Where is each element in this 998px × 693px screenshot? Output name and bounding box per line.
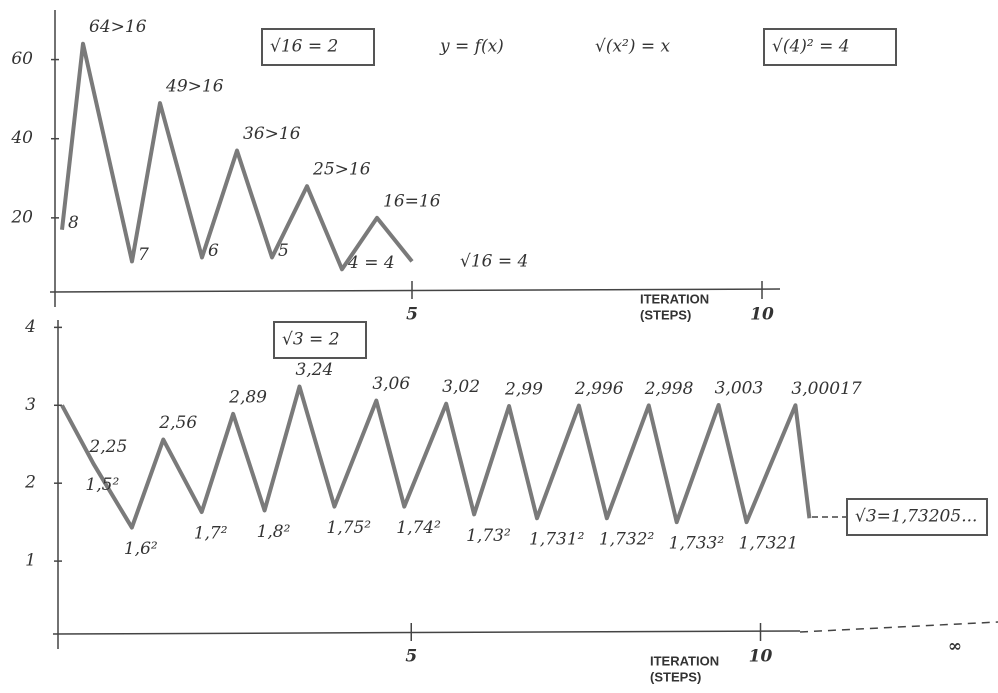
x-tick-label: 10 <box>750 305 774 325</box>
point-label: 6 <box>208 241 219 261</box>
point-label: 1,5² <box>85 475 119 495</box>
x-end-label: ∞ <box>948 637 962 657</box>
chart: 204060510ITERATION(STEPS)864>16749>16636… <box>0 0 998 693</box>
y-tick-label: 20 <box>10 207 33 227</box>
point-label: 36>16 <box>243 124 301 144</box>
point-label: 1,7321 <box>739 534 798 554</box>
point-label: 3,24 <box>295 360 333 380</box>
y-tick-label: 3 <box>25 395 36 415</box>
point-label: 1,75² <box>326 518 371 538</box>
y-tick-label: 60 <box>11 49 33 69</box>
point-label: 1,7² <box>194 524 228 544</box>
point-label: 2,99 <box>504 380 543 400</box>
point-label: 7 <box>138 245 149 265</box>
point-label: 1,732² <box>599 530 655 550</box>
data-line <box>62 44 412 270</box>
point-label: 1,731² <box>529 530 585 550</box>
data-line <box>62 387 809 528</box>
annotation: √3=1,73205... <box>855 507 977 527</box>
point-label: 3,02 <box>442 377 480 397</box>
point-label: 2,998 <box>644 379 694 399</box>
annotation: √3 = 2 <box>282 330 340 350</box>
point-label: 49>16 <box>165 77 224 97</box>
x-tick-label: 10 <box>749 647 773 667</box>
x-axis-label: ITERATION <box>650 653 719 668</box>
annotation: √16 = 2 <box>270 37 338 57</box>
y-tick-label: 1 <box>25 551 36 571</box>
point-label: 3,00017 <box>791 379 861 399</box>
annotation: √(4)² = 4 <box>772 37 850 57</box>
x-tick-label: 5 <box>406 305 418 325</box>
point-label: 1,74² <box>396 518 441 538</box>
x-tick-label: 5 <box>405 647 417 667</box>
point-label: 2,25 <box>88 437 127 457</box>
y-tick-label: 4 <box>24 317 36 337</box>
y-tick-label: 2 <box>24 473 36 493</box>
point-label: 2,56 <box>158 413 197 433</box>
x-axis-label: ITERATION <box>640 291 709 306</box>
point-label: 5 <box>278 241 289 261</box>
y-tick-label: 40 <box>10 128 33 148</box>
x-axis-label: (STEPS) <box>650 669 701 684</box>
point-label: 2,996 <box>574 379 624 399</box>
point-label: 64>16 <box>89 17 147 37</box>
point-label: 1,73² <box>466 526 511 546</box>
x-axis <box>53 631 800 634</box>
point-label: 25>16 <box>312 160 371 180</box>
point-label: 2,89 <box>228 387 267 407</box>
point-label: 3,003 <box>715 379 764 399</box>
annotation: y = f(x) <box>439 37 504 57</box>
point-label: 3,06 <box>372 374 410 394</box>
point-label: 16=16 <box>383 191 441 211</box>
point-label: 1,6² <box>124 539 158 559</box>
x-axis-label: (STEPS) <box>640 307 691 322</box>
point-label: 4 = 4 <box>347 253 395 273</box>
annotation: √16 = 4 <box>460 252 528 272</box>
annotation: √(x²) = x <box>595 37 671 57</box>
point-label: 1,733² <box>669 534 725 554</box>
point-label: 1,8² <box>257 522 291 542</box>
point-label: 8 <box>68 213 79 233</box>
dashed-axis <box>800 622 998 632</box>
